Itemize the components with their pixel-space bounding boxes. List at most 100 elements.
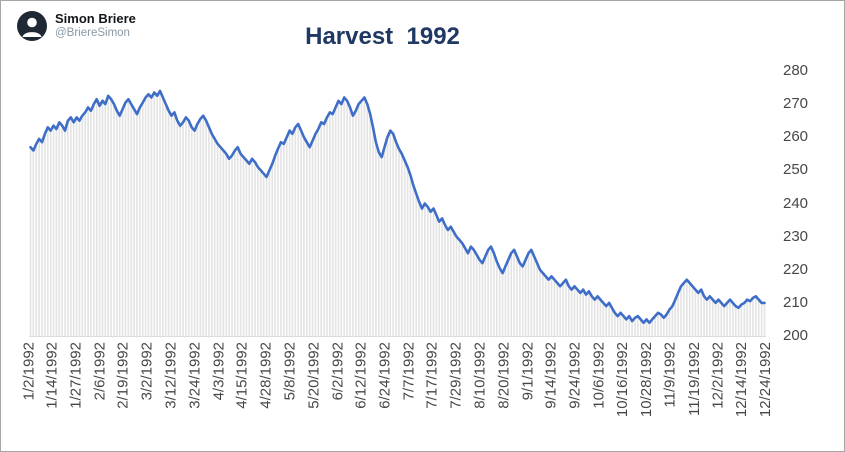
value-bar — [760, 302, 763, 336]
author-block: Simon Briere @BriereSimon — [55, 11, 136, 40]
value-bar — [173, 112, 176, 336]
value-bar — [625, 319, 628, 336]
value-bar — [222, 150, 225, 336]
value-bar — [671, 306, 674, 336]
value-bar — [464, 248, 466, 336]
value-bar — [631, 321, 633, 336]
value-bar — [596, 296, 599, 336]
value-bar — [297, 124, 300, 336]
value-bar — [346, 100, 348, 336]
value-bar — [156, 95, 158, 336]
value-bar — [662, 317, 665, 336]
value-bar — [654, 316, 656, 336]
value-bar — [637, 316, 639, 336]
value-bar — [170, 115, 173, 336]
value-bar — [199, 119, 202, 336]
value-bar — [714, 302, 717, 336]
value-bar — [570, 289, 573, 336]
value-bar — [516, 256, 518, 336]
value-bar — [576, 289, 579, 336]
value-bar — [458, 239, 461, 336]
value-bar — [225, 153, 228, 336]
value-bar — [383, 147, 386, 336]
value-bar — [326, 117, 328, 336]
value-bar — [697, 292, 700, 336]
value-bar — [447, 230, 449, 336]
value-bar — [58, 122, 61, 336]
value-bar — [67, 120, 69, 336]
value-bar — [294, 127, 297, 336]
value-bar — [282, 143, 285, 336]
value-bar — [616, 316, 619, 336]
value-bar — [521, 266, 524, 336]
value-bar — [418, 201, 420, 336]
value-bar — [323, 124, 325, 336]
value-bar — [593, 299, 596, 336]
value-bar — [605, 306, 608, 336]
value-bar — [634, 317, 636, 336]
value-bar — [366, 104, 369, 336]
value-bar — [329, 112, 331, 336]
value-bar — [187, 120, 190, 336]
value-bar — [527, 253, 530, 336]
value-bar — [536, 263, 538, 336]
value-bar — [349, 107, 351, 336]
value-bar — [331, 114, 334, 336]
value-bar — [642, 322, 645, 336]
value-bar — [317, 128, 320, 336]
value-bar — [116, 110, 118, 336]
value-bar — [398, 148, 400, 336]
value-bar — [377, 152, 380, 336]
value-bar — [127, 99, 130, 336]
value-bar — [763, 302, 766, 336]
value-bar — [92, 104, 95, 336]
value-bar — [352, 115, 354, 336]
value-bar — [236, 147, 239, 336]
value-bar — [734, 306, 737, 336]
value-bar — [44, 133, 46, 336]
value-bar — [694, 289, 697, 336]
value-bar — [495, 261, 498, 336]
value-bar — [729, 299, 731, 336]
value-bar — [84, 112, 87, 336]
value-bar — [412, 185, 415, 336]
value-bar — [757, 299, 760, 336]
value-bar — [357, 104, 360, 336]
value-bar — [150, 97, 153, 336]
value-bar — [118, 115, 121, 336]
value-bar — [291, 133, 294, 336]
value-bar — [608, 302, 610, 336]
value-bar — [277, 148, 279, 336]
value-bar — [717, 299, 720, 336]
value-bar — [254, 162, 256, 336]
value-bar — [674, 299, 677, 336]
value-bar — [179, 125, 182, 336]
value-bar — [72, 122, 75, 336]
value-bar — [130, 104, 133, 336]
value-bar — [619, 312, 622, 336]
value-bar — [720, 302, 723, 336]
value-bar — [305, 142, 308, 336]
value-bar — [755, 296, 757, 336]
value-bar — [380, 157, 383, 336]
value-bar — [274, 155, 276, 336]
value-bar — [372, 127, 374, 336]
value-bar — [234, 150, 236, 336]
value-bar — [562, 283, 564, 336]
y-tick-label: 260 — [783, 128, 809, 146]
value-bar — [386, 137, 389, 336]
y-tick-label: 210 — [783, 293, 809, 311]
value-bar — [732, 302, 734, 336]
value-bar — [602, 302, 605, 336]
value-bar — [501, 273, 504, 336]
value-bar — [392, 133, 395, 336]
value-bar — [740, 304, 743, 336]
value-bar — [38, 138, 40, 336]
value-bar — [507, 259, 510, 336]
value-bar — [136, 114, 138, 336]
value-bar — [519, 263, 521, 336]
value-bar — [737, 307, 740, 336]
value-bar — [752, 297, 754, 336]
y-tick-label: 240 — [783, 194, 809, 212]
